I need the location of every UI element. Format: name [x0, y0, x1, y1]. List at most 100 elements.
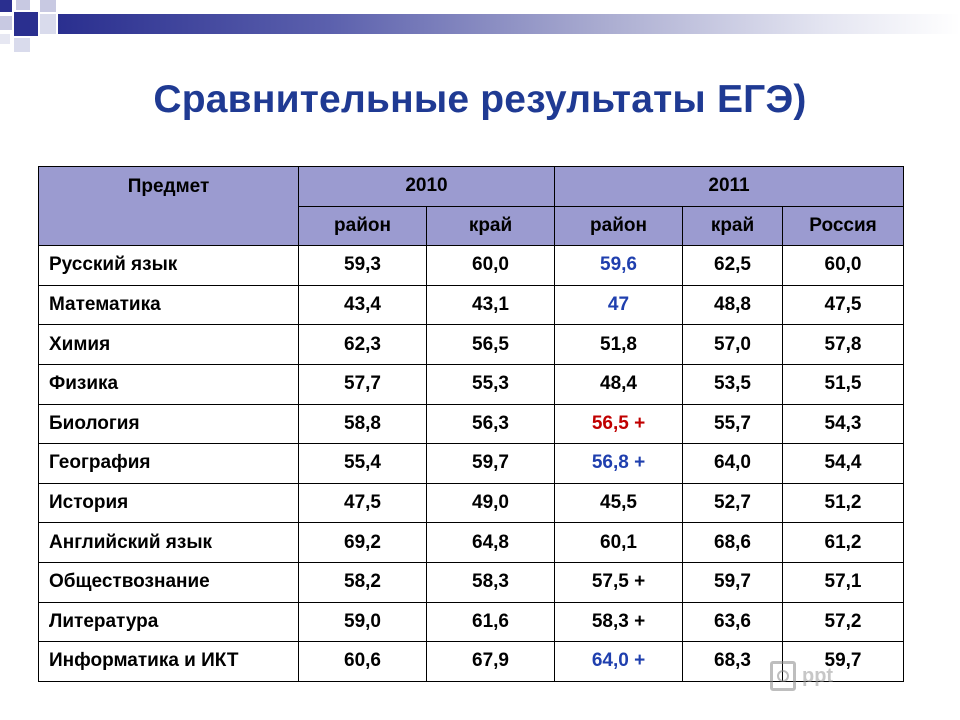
- value-cell: 60,0: [426, 245, 555, 286]
- subject-cell: Биология: [38, 403, 299, 445]
- subject-cell: Химия: [38, 324, 299, 365]
- value-cell: 54,3: [782, 403, 904, 445]
- subject-cell: Английский язык: [38, 522, 299, 563]
- header-gradient-band: [58, 14, 960, 34]
- table-row: История 47,5 49,0 45,5 52,7 51,2: [38, 482, 904, 524]
- table-row: Литература 59,0 61,6 58,3 + 63,6 57,2: [38, 601, 904, 643]
- value-cell: 64,0 +: [554, 641, 683, 682]
- value-cell: 49,0: [426, 482, 555, 524]
- value-cell: 57,5 +: [554, 561, 683, 603]
- value-cell: 56,3: [426, 403, 555, 445]
- value-cell: 56,8 +: [554, 443, 683, 484]
- value-cell: 64,0: [682, 443, 783, 484]
- value-cell: 68,6: [682, 522, 783, 563]
- value-cell: 55,3: [426, 363, 555, 405]
- value-cell: 57,8: [782, 324, 904, 365]
- decor-square: [16, 0, 30, 10]
- subheader-cell: край: [682, 205, 783, 247]
- table-row: Биология 58,8 56,3 56,5 + 55,7 54,3: [38, 403, 904, 445]
- subheader-cell: район: [298, 205, 427, 247]
- decor-square: [40, 0, 56, 12]
- value-cell: 48,8: [682, 284, 783, 326]
- decor-square: [0, 34, 10, 44]
- value-cell: 45,5: [554, 482, 683, 524]
- value-cell: 59,3: [298, 245, 427, 286]
- value-cell: 51,2: [782, 482, 904, 524]
- subheader-cell: Россия: [782, 205, 904, 247]
- decor-square: [0, 16, 12, 30]
- value-cell: 61,2: [782, 522, 904, 563]
- header-year-2011: 2011: [554, 166, 904, 207]
- value-cell: 60,6: [298, 641, 427, 682]
- value-cell: 47,5: [298, 482, 427, 524]
- value-cell: 57,1: [782, 561, 904, 603]
- value-cell: 51,5: [782, 363, 904, 405]
- subject-cell: Физика: [38, 363, 299, 405]
- value-cell: 57,0: [682, 324, 783, 365]
- page-title: Сравнительные результаты ЕГЭ): [153, 78, 807, 121]
- table-row: Английский язык 69,2 64,8 60,1 68,6 61,2: [38, 522, 904, 563]
- value-cell: 58,2: [298, 561, 427, 603]
- document-logo-icon: [770, 661, 796, 691]
- value-cell: 54,4: [782, 443, 904, 484]
- value-cell: 56,5: [426, 324, 555, 365]
- table-row: Обществознание 58,2 58,3 57,5 + 59,7 57,…: [38, 561, 904, 603]
- value-cell: 57,2: [782, 601, 904, 643]
- subject-cell: Литература: [38, 601, 299, 643]
- subject-cell: Русский язык: [38, 245, 299, 286]
- subheader-row: район край район край Россия: [39, 205, 904, 247]
- value-cell: 62,5: [682, 245, 783, 286]
- subheader-cell: район: [554, 205, 683, 247]
- value-cell: 47,5: [782, 284, 904, 326]
- value-cell: 68,3: [682, 641, 783, 682]
- value-cell: 55,7: [682, 403, 783, 445]
- value-cell: 51,8: [554, 324, 683, 365]
- header-year-2010: 2010: [298, 166, 555, 207]
- table-row: География 55,4 59,7 56,8 + 64,0 54,4: [38, 443, 904, 484]
- value-cell: 57,7: [298, 363, 427, 405]
- value-cell: 56,5 +: [554, 403, 683, 445]
- value-cell: 63,6: [682, 601, 783, 643]
- value-cell: 59,0: [298, 601, 427, 643]
- subject-cell: История: [38, 482, 299, 524]
- value-cell: 61,6: [426, 601, 555, 643]
- subject-cell: Математика: [38, 284, 299, 326]
- value-cell: 58,8: [298, 403, 427, 445]
- table-row: Математика 43,4 43,1 47 48,8 47,5: [38, 284, 904, 326]
- watermark: ppt: [770, 656, 930, 696]
- value-cell: 64,8: [426, 522, 555, 563]
- value-cell: 60,0: [782, 245, 904, 286]
- value-cell: 43,4: [298, 284, 427, 326]
- value-cell: 59,7: [782, 641, 904, 682]
- subject-cell: Обществознание: [38, 561, 299, 603]
- header-row: Предмет 2010 2011: [38, 165, 904, 247]
- results-table: Предмет 2010 2011 район край район край …: [38, 165, 904, 682]
- value-cell: 60,1: [554, 522, 683, 563]
- watermark-text: ppt: [802, 664, 834, 687]
- subject-cell: Информатика и ИКТ: [38, 641, 299, 682]
- value-cell: 55,4: [298, 443, 427, 484]
- value-cell: 69,2: [298, 522, 427, 563]
- subheader-cell: край: [426, 205, 555, 247]
- table-row: Информатика и ИКТ 60,6 67,9 64,0 + 68,3 …: [38, 641, 904, 682]
- decor-square: [14, 12, 38, 36]
- value-cell: 48,4: [554, 363, 683, 405]
- value-cell: 59,6: [554, 245, 683, 286]
- value-cell: 52,7: [682, 482, 783, 524]
- value-cell: 47: [554, 284, 683, 326]
- decor-square: [14, 38, 30, 52]
- value-cell: 62,3: [298, 324, 427, 365]
- value-cell: 43,1: [426, 284, 555, 326]
- decor-square: [0, 0, 12, 12]
- table-row: Физика 57,7 55,3 48,4 53,5 51,5: [38, 363, 904, 405]
- decor-square: [40, 14, 56, 34]
- value-cell: 59,7: [426, 443, 555, 484]
- header-subject: Предмет: [38, 165, 299, 247]
- value-cell: 53,5: [682, 363, 783, 405]
- table-row: Русский язык 59,3 60,0 59,6 62,5 60,0: [38, 245, 904, 286]
- subject-cell: География: [38, 443, 299, 484]
- value-cell: 59,7: [682, 561, 783, 603]
- table-row: Химия 62,3 56,5 51,8 57,0 57,8: [38, 324, 904, 365]
- value-cell: 58,3: [426, 561, 555, 603]
- value-cell: 67,9: [426, 641, 555, 682]
